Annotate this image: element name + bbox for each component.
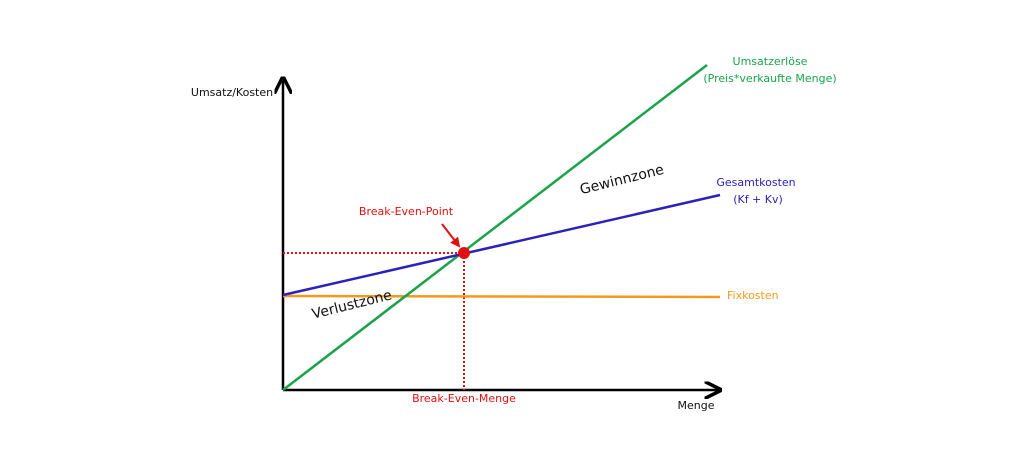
arrow: [441, 223, 461, 248]
break-even-point-label: Break-Even-Point: [359, 205, 454, 218]
revenue-sublabel: (Preis*verkaufte Menge): [703, 72, 836, 85]
fixed-cost-label: Fixkosten: [727, 289, 779, 302]
fixed-cost-line: [282, 294, 721, 299]
break-even-quantity-label: Break-Even-Menge: [412, 392, 516, 405]
total-cost-sublabel: (Kf + Kv): [733, 193, 783, 206]
total-cost-line: [282, 193, 721, 297]
x-axis-label: Menge: [678, 399, 715, 412]
y-axis-label: Umsatz/Kosten: [191, 86, 273, 99]
profit-zone-label: Gewinnzone: [578, 162, 665, 198]
loss-zone-label: Verlustzone: [310, 287, 393, 322]
total-cost-label: Gesamtkosten: [716, 176, 795, 189]
revenue-line: [282, 64, 708, 391]
break-even-point: [458, 247, 470, 259]
revenue-label: Umsatzerlöse: [733, 55, 808, 68]
